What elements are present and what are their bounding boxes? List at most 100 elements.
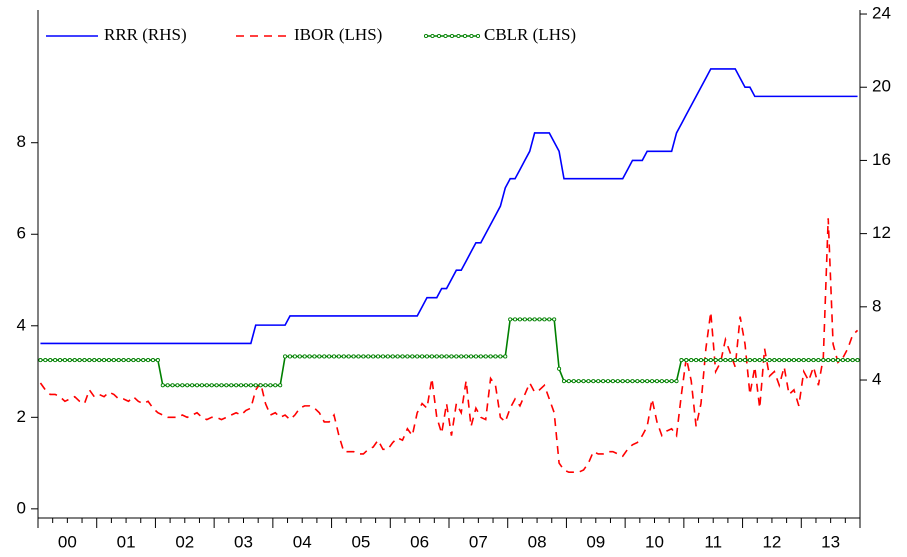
series-marker — [322, 354, 327, 359]
series-marker — [146, 358, 151, 363]
series-marker — [263, 383, 268, 388]
series-marker — [698, 358, 704, 363]
series-marker — [410, 354, 415, 359]
series-marker — [297, 354, 302, 359]
series-marker — [738, 358, 743, 363]
series-marker — [439, 354, 444, 359]
series-marker — [561, 379, 567, 384]
series-marker — [444, 354, 449, 359]
series-marker — [454, 354, 459, 359]
series-marker — [175, 383, 180, 388]
series-marker — [791, 358, 796, 363]
series-marker — [586, 379, 591, 384]
series-marker — [831, 358, 836, 363]
series-marker — [640, 379, 645, 384]
series-marker — [498, 354, 503, 359]
series-line — [40, 68, 858, 345]
series-marker — [689, 358, 694, 363]
series-marker — [557, 366, 562, 371]
series-marker — [679, 358, 684, 363]
series-marker — [434, 354, 439, 359]
series-marker — [102, 358, 107, 363]
series-marker — [390, 354, 395, 359]
x-tick-label: 06 — [410, 532, 429, 551]
series-marker — [473, 354, 478, 359]
y-tick-label: 0 — [17, 498, 26, 517]
series-marker — [248, 383, 253, 388]
series-marker — [513, 317, 518, 322]
series-marker — [43, 358, 48, 363]
series-marker — [806, 358, 811, 363]
series-marker — [253, 383, 258, 388]
series-marker — [126, 358, 131, 363]
series-marker — [371, 354, 376, 359]
series-marker — [723, 358, 728, 363]
series-marker — [327, 354, 332, 359]
series-marker — [845, 358, 850, 363]
series-marker — [527, 317, 532, 322]
series-marker — [581, 379, 586, 384]
x-tick-label: 07 — [469, 532, 488, 551]
series-marker — [258, 383, 263, 388]
series-marker — [478, 354, 483, 359]
series-marker — [214, 383, 219, 388]
x-tick-label: 11 — [704, 532, 722, 551]
series-marker — [287, 354, 293, 359]
y-tick-label: 2 — [17, 407, 26, 426]
series-marker — [718, 358, 723, 363]
legend-marker — [430, 33, 435, 39]
series-marker — [278, 383, 283, 388]
series-marker — [742, 358, 748, 363]
series-marker — [38, 358, 43, 363]
series-marker — [420, 354, 425, 359]
series-marker — [835, 358, 841, 363]
series-marker — [772, 358, 777, 363]
series-marker — [366, 354, 371, 359]
series-marker — [684, 358, 689, 363]
series-marker — [209, 383, 214, 388]
series-marker — [317, 354, 322, 359]
series-marker — [576, 379, 581, 384]
series-marker — [155, 358, 160, 363]
series-marker — [180, 383, 185, 388]
series-marker — [268, 383, 273, 388]
series-marker — [615, 379, 620, 384]
series-marker — [635, 379, 640, 384]
series-marker — [283, 354, 288, 359]
series-marker — [571, 379, 576, 384]
series-marker — [532, 317, 537, 322]
series-marker — [591, 379, 596, 384]
legend-marker — [423, 33, 429, 39]
series-marker — [415, 354, 420, 359]
series-marker — [703, 358, 708, 363]
series-marker — [850, 358, 855, 363]
legend-marker — [436, 33, 442, 39]
x-tick-label: 10 — [645, 532, 664, 551]
series-marker — [170, 383, 175, 388]
series-marker — [708, 358, 713, 363]
series-marker — [664, 379, 669, 384]
series-marker — [97, 358, 102, 363]
series-marker — [840, 358, 845, 363]
legend-marker — [456, 33, 461, 39]
series-marker — [483, 354, 488, 359]
series-marker — [674, 379, 679, 384]
series-marker — [331, 354, 337, 359]
series-marker — [141, 358, 146, 363]
series-marker — [508, 317, 513, 322]
y2-tick-label: 4 — [872, 370, 881, 389]
series-marker — [488, 354, 493, 359]
series-marker — [356, 354, 361, 359]
series-marker — [787, 358, 792, 363]
series-marker — [796, 358, 801, 363]
series-marker — [116, 358, 121, 363]
series-marker — [160, 383, 165, 388]
series-marker — [194, 383, 200, 388]
series-marker — [752, 358, 757, 363]
y2-tick-label: 8 — [872, 296, 881, 315]
series-marker — [747, 358, 752, 363]
series-marker — [630, 379, 635, 384]
series-marker — [405, 354, 410, 359]
series-marker — [395, 354, 400, 359]
